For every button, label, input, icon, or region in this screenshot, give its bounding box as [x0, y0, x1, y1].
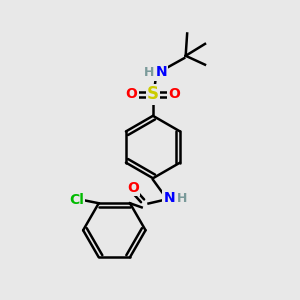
Text: O: O: [168, 87, 180, 101]
Text: Cl: Cl: [69, 193, 84, 207]
Text: N: N: [155, 65, 167, 79]
Text: H: H: [177, 192, 187, 205]
Text: H: H: [144, 66, 154, 79]
Text: O: O: [127, 181, 139, 195]
Text: S: S: [147, 85, 159, 103]
Text: O: O: [126, 87, 137, 101]
Text: N: N: [164, 191, 175, 206]
